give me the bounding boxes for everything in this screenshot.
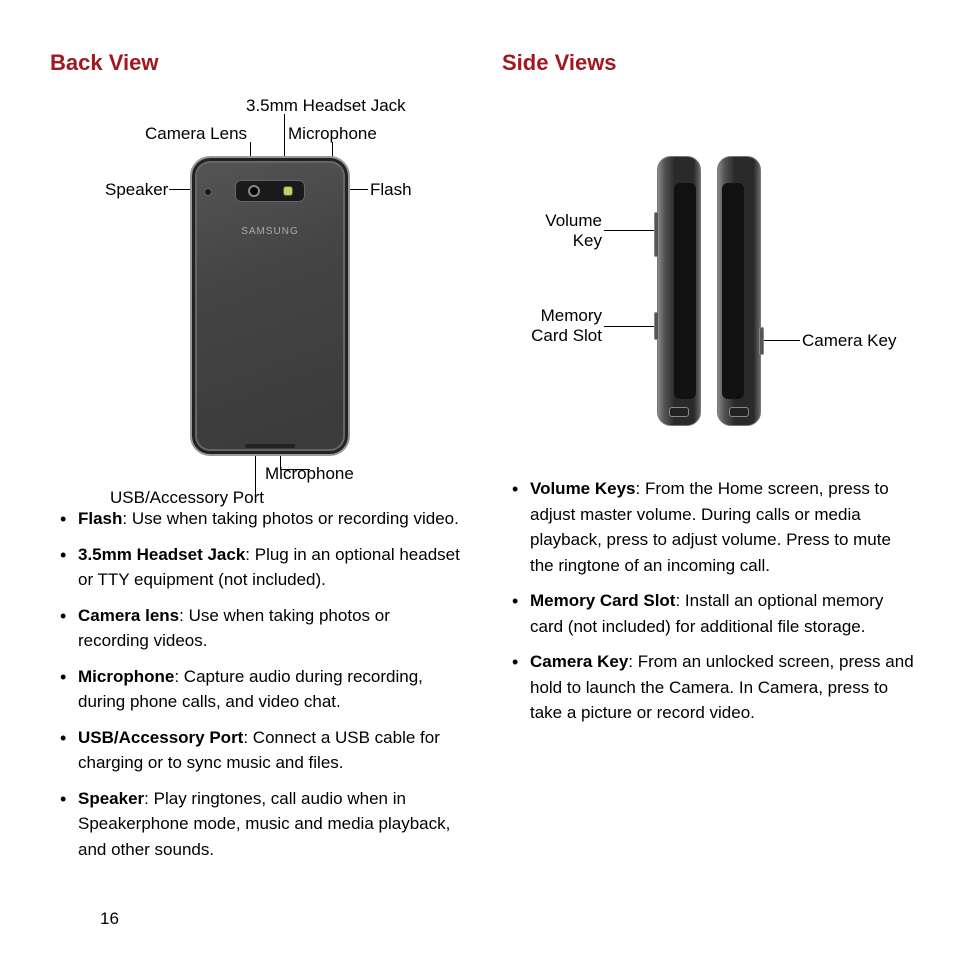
usb-port-icon	[245, 444, 295, 448]
bullet-term: 3.5mm Headset Jack	[78, 545, 245, 564]
label-microphone-bottom: Microphone	[265, 464, 354, 484]
back-view-bullets: Flash: Use when taking photos or recordi…	[50, 506, 462, 862]
screen-edge-icon	[722, 183, 744, 399]
bullet-desc: : Use when taking photos or recording vi…	[122, 509, 458, 528]
list-item: Volume Keys: From the Home screen, press…	[530, 476, 914, 578]
label-microphone-top: Microphone	[288, 124, 377, 144]
volume-button-icon	[654, 212, 659, 257]
list-item: 3.5mm Headset Jack: Plug in an optional …	[78, 542, 462, 593]
bullet-term: Memory Card Slot	[530, 591, 675, 610]
label-headset-jack: 3.5mm Headset Jack	[246, 96, 406, 116]
bullet-term: Camera lens	[78, 606, 179, 625]
flash-icon	[283, 186, 293, 196]
label-speaker: Speaker	[105, 180, 168, 200]
label-flash: Flash	[370, 180, 412, 200]
list-item: USB/Accessory Port: Connect a USB cable …	[78, 725, 462, 776]
phone-left-side-illustration	[657, 156, 701, 426]
leader-line	[255, 456, 256, 494]
back-view-column: Back View 3.5mm Headset Jack Camera Lens…	[50, 50, 462, 872]
home-button-icon	[669, 407, 689, 417]
side-views-column: Side Views Volume Key Memory Card Slot C…	[502, 50, 914, 872]
bullet-term: Microphone	[78, 667, 174, 686]
bullet-term: USB/Accessory Port	[78, 728, 243, 747]
leader-line	[280, 456, 281, 470]
memory-slot-icon	[654, 312, 659, 340]
screen-edge-icon	[674, 183, 696, 399]
brand-text: SAMSUNG	[192, 226, 348, 237]
list-item: Camera Key: From an unlocked screen, pre…	[530, 649, 914, 726]
page-number: 16	[100, 909, 119, 929]
phone-back-illustration: SAMSUNG	[190, 156, 350, 456]
label-camera-lens: Camera Lens	[145, 124, 247, 144]
leader-line	[764, 340, 800, 341]
back-view-diagram: 3.5mm Headset Jack Camera Lens Microphon…	[50, 96, 462, 506]
bullet-term: Volume Keys	[530, 479, 636, 498]
label-usb-port: USB/Accessory Port	[110, 488, 264, 508]
label-camera-key: Camera Key	[802, 331, 896, 351]
back-view-title: Back View	[50, 50, 462, 76]
camera-lens-icon	[248, 185, 260, 197]
side-views-title: Side Views	[502, 50, 914, 76]
speaker-hole-icon	[204, 188, 212, 196]
bullet-term: Flash	[78, 509, 122, 528]
leader-line	[284, 114, 285, 156]
home-button-icon	[729, 407, 749, 417]
list-item: Microphone: Capture audio during recordi…	[78, 664, 462, 715]
list-item: Memory Card Slot: Install an optional me…	[530, 588, 914, 639]
list-item: Speaker: Play ringtones, call audio when…	[78, 786, 462, 863]
leader-line	[604, 326, 656, 327]
side-views-diagram: Volume Key Memory Card Slot Camera Key	[502, 96, 914, 476]
list-item: Flash: Use when taking photos or recordi…	[78, 506, 462, 532]
label-memory-card: Memory Card Slot	[520, 306, 602, 346]
side-views-bullets: Volume Keys: From the Home screen, press…	[502, 476, 914, 726]
label-volume-key: Volume Key	[532, 211, 602, 251]
leader-line	[604, 230, 656, 231]
camera-button-icon	[759, 327, 764, 355]
camera-module-icon	[235, 180, 305, 202]
leader-line	[280, 469, 310, 470]
bullet-term: Speaker	[78, 789, 144, 808]
list-item: Camera lens: Use when taking photos or r…	[78, 603, 462, 654]
bullet-term: Camera Key	[530, 652, 628, 671]
phone-right-side-illustration	[717, 156, 761, 426]
